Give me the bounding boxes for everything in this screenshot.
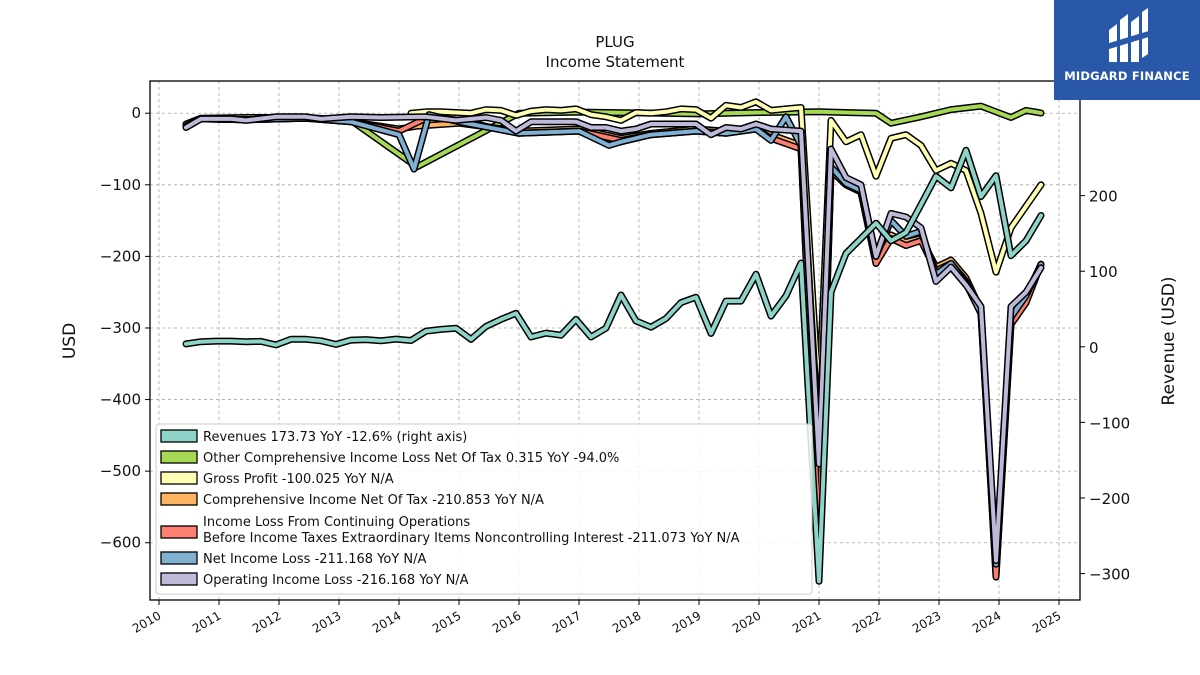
legend-label-operating-income-loss: Operating Income Loss -216.168 YoY N/A [203,573,469,588]
x-tick-label: 2010 [130,608,163,635]
y-tick-label: −100 [100,176,141,194]
y-right-tick-label: 200 [1089,188,1118,206]
right-axis: −300 −200 −100 0 100 200 [1080,188,1130,584]
chart-subtitle: Income Statement [546,53,685,71]
legend-label-revenues: Revenues 173.73 YoY -12.6% (right axis) [203,430,467,445]
x-tick-label: 2019 [670,608,703,635]
legend: Revenues 173.73 YoY -12.6% (right axis) … [155,423,813,595]
x-tick-label: 2018 [610,608,643,635]
legend-label-other-comprehensive-income: Other Comprehensive Income Loss Net Of T… [203,451,619,466]
y-right-tick-label: −100 [1089,414,1130,432]
legend-label-comprehensive-income: Comprehensive Income Net Of Tax -210.853… [203,493,544,508]
legend-swatch-gross-profit [160,471,198,485]
legend-swatch-income-continuing-ops [160,525,198,539]
x-tick-label: 2021 [790,608,823,635]
chart-title: PLUG [595,33,634,51]
x-tick-label: 2013 [310,608,343,635]
x-tick-label: 2022 [850,608,883,635]
legend-swatch-other-comprehensive-income [160,450,198,464]
legend-swatch-net-income-loss [160,551,198,565]
y-right-tick-label: −300 [1089,566,1130,584]
legend-swatch-operating-income-loss [160,572,198,586]
y-tick-label: 0 [131,104,141,122]
x-tick-label: 2016 [490,608,523,635]
x-tick-label: 2012 [250,608,283,635]
x-tick-label: 2020 [730,608,763,635]
logo-text: MIDGARD FINANCE [1064,69,1190,83]
x-tick-label: 2024 [970,608,1003,635]
y-right-tick-label: 100 [1089,263,1118,281]
x-tick-label: 2025 [1030,608,1063,635]
legend-label-income-continuing-ops-line2: Before Income Taxes Extraordinary Items … [203,531,740,546]
x-tick-label: 2015 [430,608,463,635]
y-tick-label: −200 [100,247,141,265]
y-tick-label: −600 [100,534,141,552]
x-tick-label: 2011 [190,608,223,635]
x-tick-label: 2014 [370,608,403,635]
y-right-tick-label: −200 [1089,490,1130,508]
series-line-operating-income-loss [184,114,1043,563]
x-tick-label: 2023 [910,608,943,635]
legend-swatch-comprehensive-income [160,492,198,506]
y-right-tick-label: 0 [1089,339,1099,357]
y-tick-label: −500 [100,462,141,480]
series-line-gross-profit [409,99,1043,402]
series-line-revenues [184,148,1043,584]
y-tick-label: −300 [100,319,141,337]
plot-frame [149,80,1081,601]
legend-label-gross-profit: Gross Profit -100.025 YoY N/A [203,472,394,487]
gridlines [150,81,1080,600]
logo-mark-icon [1106,8,1152,62]
y-axis-right-label: Revenue (USD) [1159,276,1179,405]
legend-label-income-continuing-ops-line1: Income Loss From Continuing Operations [203,515,470,530]
series-lines [182,98,1045,585]
midgard-finance-logo: MIDGARD FINANCE [1054,0,1200,100]
legend-box [155,423,813,595]
y-axis-label: USD [60,323,80,359]
x-axis: 2010 2011 2012 2013 2014 2015 2016 2017 2018 2019… [130,600,1064,636]
series-outline-gross-profit [407,98,1045,404]
legend-swatch-revenues [160,429,198,443]
x-tick-label: 2017 [550,608,583,635]
legend-label-net-income-loss: Net Income Loss -211.168 YoY N/A [203,552,426,567]
left-axis: −600 −500 −400 −300 −200 −100 0 [100,104,150,552]
y-tick-label: −400 [100,391,141,409]
